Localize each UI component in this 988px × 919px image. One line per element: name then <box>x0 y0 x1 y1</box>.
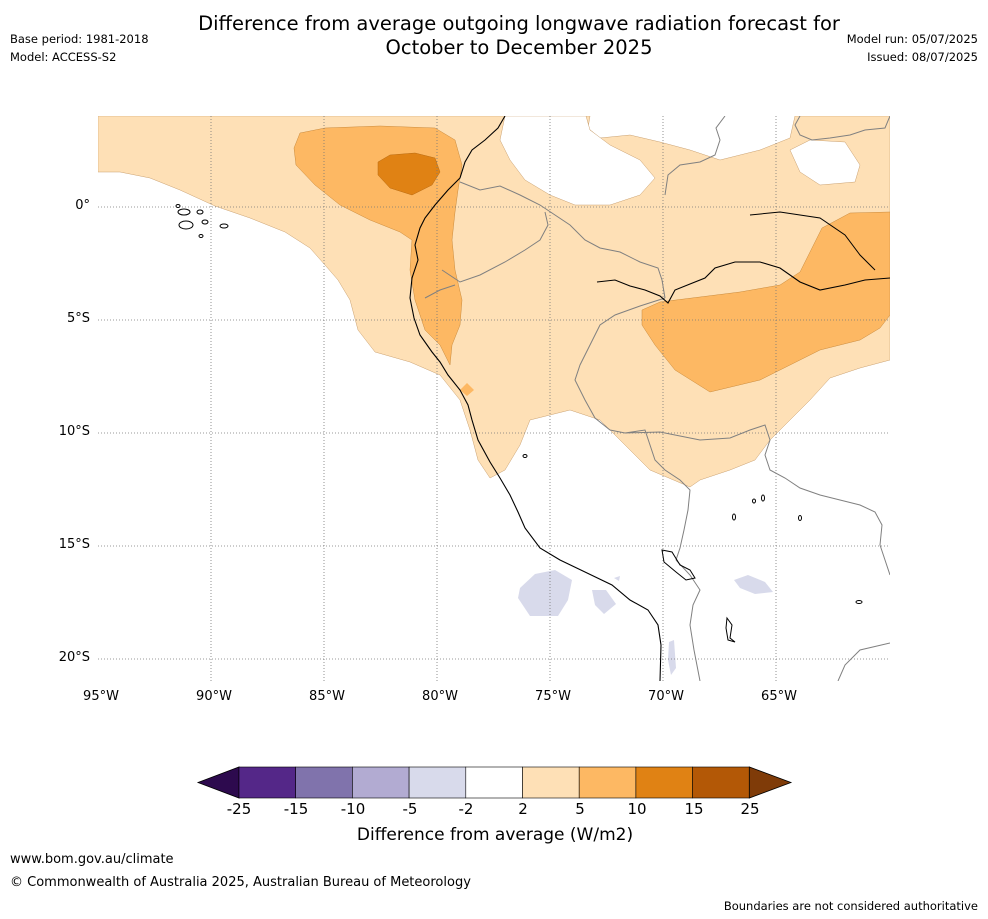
anomaly-region-neg-south <box>668 640 676 675</box>
amazon-river <box>596 261 890 304</box>
country-borders <box>424 116 890 681</box>
colorbar-bin <box>522 766 580 799</box>
anomaly-region-neg-west <box>518 570 572 616</box>
lat-label: 0° <box>75 198 90 213</box>
lon-label: 75°W <box>535 689 571 704</box>
anomaly-region-neg-mid <box>592 590 616 614</box>
neutral-cutout-right <box>789 139 861 186</box>
colorbar-bin <box>635 766 693 799</box>
coastline <box>409 116 662 681</box>
copyright: © Commonwealth of Australia 2025, Austra… <box>10 875 471 890</box>
colorbar-tick: -2 <box>458 800 474 818</box>
gridlines <box>98 116 890 681</box>
anomaly-region-5-10-east <box>641 211 890 393</box>
lon-label: 70°W <box>648 689 684 704</box>
meta-right: Model run: 05/07/2025 Issued: 08/07/2025 <box>847 30 978 66</box>
colorbar-label: Difference from average (W/m2) <box>356 825 634 845</box>
lon-label: 90°W <box>196 689 232 704</box>
colorbar-bin <box>578 766 637 799</box>
lon-label: 65°W <box>761 689 797 704</box>
colorbar-extend-high <box>748 766 793 799</box>
lon-label: 85°W <box>309 689 345 704</box>
lon-label: 80°W <box>422 689 458 704</box>
colorbar-bin <box>408 766 467 799</box>
galapagos-islands <box>175 204 229 238</box>
colorbar-bin <box>692 766 750 799</box>
colorbar-tick: -25 <box>226 800 252 818</box>
colorbar-tick: -10 <box>340 800 366 818</box>
anomaly-region-10-15 <box>377 152 441 196</box>
lat-label: 10°S <box>58 424 90 439</box>
meta-left: Base period: 1981-2018 Model: ACCESS-S2 <box>10 30 149 66</box>
base-period: Base period: 1981-2018 <box>10 32 149 46</box>
chart-title: Difference from average outgoing longwav… <box>198 12 840 59</box>
colorbar-extend-low <box>196 766 240 799</box>
lat-label: 15°S <box>58 537 90 552</box>
colorbar-tick: -5 <box>402 800 418 818</box>
lakes <box>522 454 863 643</box>
neutral-cutout-top <box>499 116 656 206</box>
lat-label: 20°S <box>58 650 90 665</box>
anomaly-region-2-5 <box>98 116 890 488</box>
colorbar-tick: 25 <box>740 800 760 818</box>
anomaly-patch-neg-small <box>614 576 620 581</box>
anomaly-patch-5-10 <box>460 383 474 396</box>
site-link[interactable]: www.bom.gov.au/climate <box>10 852 174 867</box>
colorbar-tick: 10 <box>627 800 647 818</box>
model-run: Model run: 05/07/2025 <box>846 32 978 46</box>
lon-label: 95°W <box>83 689 119 704</box>
colorbar-tick: 2 <box>518 800 528 818</box>
colorbar <box>196 766 793 799</box>
colorbar-bin <box>465 766 523 799</box>
lat-label: 5°S <box>66 311 90 326</box>
issued-date: Issued: 08/07/2025 <box>867 50 978 64</box>
disclaimer: Boundaries are not considered authoritat… <box>723 899 978 913</box>
colorbar-bin <box>352 766 410 799</box>
model-name: Model: ACCESS-S2 <box>10 50 117 64</box>
colorbar-tick: 5 <box>575 800 585 818</box>
colorbar-bin <box>295 766 353 799</box>
map-area <box>98 116 890 681</box>
colorbar-tick: -15 <box>283 800 309 818</box>
colorbar-bin <box>238 766 297 799</box>
river-tributary <box>749 211 876 271</box>
anomaly-region-neg-east <box>734 575 773 594</box>
colorbar-tick: 15 <box>684 800 704 818</box>
